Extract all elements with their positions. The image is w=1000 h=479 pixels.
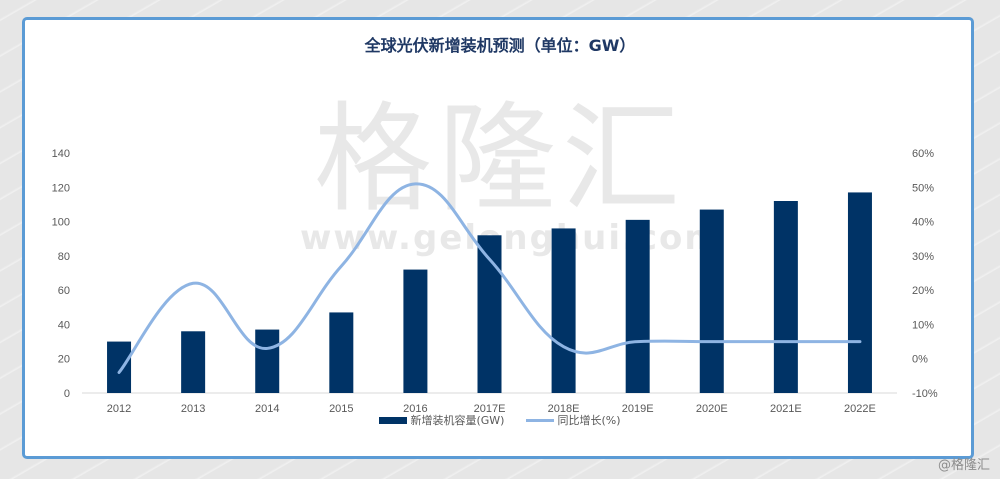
bar [107, 341, 132, 393]
left-axis-tick: 140 [52, 148, 70, 160]
left-axis-tick: 20 [58, 354, 70, 366]
left-axis-tick: 120 [52, 182, 70, 194]
x-axis-tick: 2014 [255, 403, 279, 415]
right-axis-tick: -10% [912, 388, 938, 400]
right-axis-tick: 10% [912, 319, 934, 331]
legend-label-growth: 同比增长(%) [557, 414, 621, 427]
left-axis-tick: 60 [58, 285, 70, 297]
right-axis-tick: 0% [912, 354, 928, 366]
x-axis-tick: 2017E [474, 403, 506, 415]
line-swatch-icon [526, 418, 555, 422]
bar [181, 331, 206, 393]
left-axis-tick: 100 [52, 217, 70, 229]
bar [847, 192, 872, 393]
growth-line [117, 182, 862, 374]
right-axis-tick: 40% [912, 217, 934, 229]
x-axis-tick: 2012 [107, 403, 131, 415]
source-credit: @格隆汇 [937, 458, 990, 473]
bar [551, 228, 576, 393]
right-axis-tick: 30% [912, 251, 934, 263]
legend-item-capacity: 新增装机容量(GW) [379, 412, 504, 428]
x-axis-tick: 2013 [181, 403, 205, 415]
x-axis-tick: 2018E [548, 403, 580, 415]
bar [773, 201, 798, 393]
left-axis-tick: 0 [64, 388, 70, 400]
right-axis-tick: 60% [912, 148, 934, 160]
x-axis-tick: 2021E [770, 403, 802, 415]
x-axis-tick: 2015 [329, 403, 353, 415]
legend-item-growth: 同比增长(%) [526, 412, 621, 428]
left-axis-tick: 40 [58, 319, 70, 331]
x-axis-tick: 2019E [622, 403, 654, 415]
x-axis-tick: 2022E [844, 403, 876, 415]
bar [477, 235, 502, 393]
bar-swatch-icon [379, 416, 408, 424]
right-axis-tick: 50% [912, 182, 934, 194]
x-axis-tick: 2020E [696, 403, 728, 415]
right-axis-tick: 20% [912, 285, 934, 297]
left-axis-tick: 80 [58, 251, 70, 263]
bar [699, 209, 724, 393]
bar [329, 312, 354, 393]
bar [403, 269, 428, 393]
chart-title: 全球光伏新增装机预测（单位：GW） [364, 36, 636, 55]
x-axis-tick: 2016 [403, 403, 427, 415]
bar [625, 219, 650, 393]
bar [255, 329, 280, 393]
legend-label-capacity: 新增装机容量(GW) [410, 414, 505, 427]
legend: 新增装机容量(GW) 同比增长(%) [0, 412, 1000, 428]
